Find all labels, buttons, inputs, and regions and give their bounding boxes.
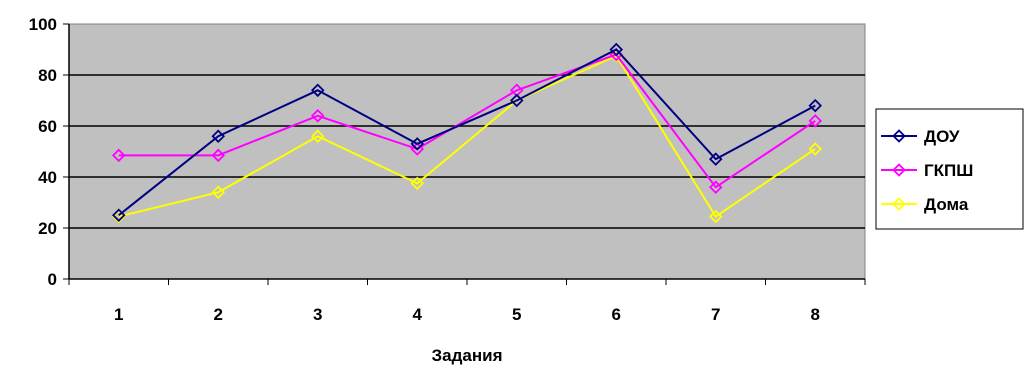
data-point [111, 208, 126, 223]
y-tick-label: 60 [38, 117, 57, 136]
data-point [111, 148, 126, 163]
data-point [111, 209, 126, 224]
legend-marker [892, 129, 906, 143]
x-tick-label: 6 [612, 305, 621, 324]
legend-label: Дома [924, 195, 969, 214]
data-point [310, 129, 325, 143]
y-tick-label: 0 [48, 270, 57, 289]
legend-item: ДОУ [881, 127, 960, 146]
series-line [118, 53, 816, 189]
x-tick-label: 8 [811, 305, 820, 324]
y-tick-label: 100 [29, 15, 57, 34]
data-point [310, 109, 325, 123]
data-point [410, 142, 425, 156]
series-line [118, 54, 816, 218]
x-tick-label: 2 [214, 305, 223, 324]
series-2 [111, 47, 823, 194]
data-point [211, 185, 226, 200]
y-tick-label: 20 [38, 219, 57, 238]
data-point [808, 98, 823, 113]
data-point [410, 137, 425, 151]
legend-item: ГКПШ [881, 161, 973, 180]
y-tick-label: 80 [38, 66, 57, 85]
series-line [118, 48, 816, 217]
x-tick-label: 4 [413, 305, 423, 324]
data-point [211, 129, 226, 143]
plot-area [68, 23, 866, 280]
x-tick-label: 7 [711, 305, 720, 324]
series-1 [111, 42, 823, 223]
legend: ДОУ ГКПШ Дома [875, 108, 1024, 230]
data-point [708, 152, 723, 166]
x-tick-label: 1 [114, 305, 123, 324]
data-point [808, 142, 823, 156]
data-point [410, 176, 425, 191]
data-point [310, 83, 325, 98]
legend-marker [892, 197, 906, 211]
legend-marker [892, 163, 906, 177]
legend-label: ДОУ [924, 127, 960, 146]
x-axis-ticks: 1 2 3 4 5 6 7 8 [68, 279, 866, 324]
data-point [708, 180, 723, 194]
y-tick-label: 40 [38, 168, 57, 187]
legend-label: ГКПШ [924, 161, 973, 180]
y-axis-ticks: 0 20 40 60 80 100 [29, 15, 69, 289]
legend-item: Дома [881, 195, 969, 214]
x-axis-title: Задания [432, 346, 503, 365]
data-point [708, 209, 723, 224]
data-point [808, 114, 823, 128]
data-point [509, 93, 524, 108]
series-layer [111, 42, 823, 224]
data-point [211, 148, 226, 163]
x-tick-label: 5 [512, 305, 521, 324]
data-point [609, 42, 624, 57]
x-tick-label: 3 [313, 305, 322, 324]
